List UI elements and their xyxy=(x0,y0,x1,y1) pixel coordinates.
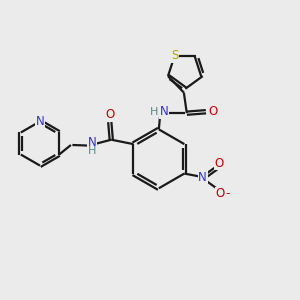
Text: O: O xyxy=(209,105,218,118)
Text: -: - xyxy=(225,188,230,200)
Text: O: O xyxy=(215,157,224,170)
Text: H: H xyxy=(150,107,158,117)
Text: O: O xyxy=(105,108,114,121)
Text: N: N xyxy=(36,115,44,128)
Text: O: O xyxy=(216,188,225,200)
Text: N: N xyxy=(160,105,168,118)
Text: N: N xyxy=(88,136,97,148)
Text: H: H xyxy=(88,146,96,157)
Text: N: N xyxy=(198,172,207,184)
Text: S: S xyxy=(171,49,178,62)
